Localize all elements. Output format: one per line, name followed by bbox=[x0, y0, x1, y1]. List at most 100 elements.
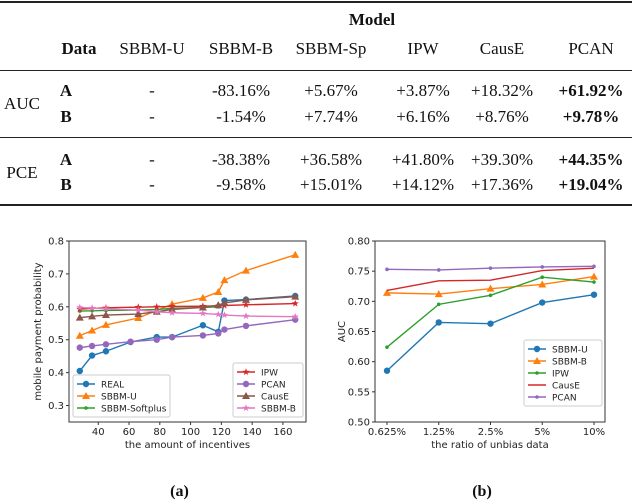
table-cell: -9.58% bbox=[216, 175, 266, 194]
data-point bbox=[168, 308, 176, 316]
table-cell: +39.30% bbox=[471, 150, 533, 169]
data-point bbox=[385, 345, 389, 349]
data-point bbox=[292, 316, 299, 323]
data-point bbox=[168, 333, 176, 341]
legend-marker bbox=[535, 371, 539, 375]
data-point bbox=[134, 306, 142, 314]
table-cell: +3.87% bbox=[396, 81, 450, 100]
data-point bbox=[592, 264, 596, 269]
data-point bbox=[383, 288, 391, 296]
data-point bbox=[168, 300, 177, 308]
chart-b: 0.625% 1.25% 2.5% 5% 10% 0.50 0.55 0.60 0.65 0.70… bbox=[337, 237, 606, 500]
data-point bbox=[291, 299, 299, 307]
data-point bbox=[292, 292, 299, 300]
data-point bbox=[538, 280, 547, 288]
table-cell: +18.32% bbox=[471, 81, 533, 100]
data-point bbox=[76, 367, 83, 375]
series-line bbox=[79, 306, 296, 318]
series-sbbm-b bbox=[383, 272, 598, 298]
series-pcan bbox=[385, 264, 596, 272]
data-point bbox=[214, 310, 222, 318]
table-cell: +36.58% bbox=[300, 150, 362, 169]
legend-label: SBBM-U bbox=[101, 393, 137, 403]
data-point bbox=[540, 265, 545, 269]
data-point bbox=[170, 306, 174, 311]
data-point bbox=[201, 305, 205, 310]
series-sbbm-u bbox=[383, 291, 598, 374]
table-section-rule bbox=[0, 137, 632, 138]
data-point bbox=[136, 308, 141, 312]
table-bottom-rule bbox=[0, 204, 632, 206]
y-tick-label: 0.7 bbox=[48, 269, 64, 280]
data-point bbox=[220, 311, 228, 319]
plot-frame bbox=[374, 240, 606, 423]
data-point bbox=[199, 332, 207, 339]
data-point bbox=[102, 348, 110, 355]
data-point bbox=[434, 290, 443, 298]
data-point bbox=[127, 338, 134, 345]
column-header-pcan: PCAN bbox=[568, 39, 614, 58]
row-group-pce: PCE bbox=[6, 162, 38, 182]
data-point bbox=[102, 341, 110, 348]
data-point bbox=[242, 322, 250, 330]
table-cell: -38.38% bbox=[211, 150, 271, 169]
x-tick-label: 100 bbox=[181, 427, 200, 438]
row-label-data: A bbox=[59, 81, 73, 100]
y-tick-label: 0.8 bbox=[48, 237, 64, 248]
column-header-sbbm-sp: SBBM-Sp bbox=[295, 39, 367, 58]
data-point bbox=[153, 333, 160, 341]
series-pcan bbox=[76, 316, 299, 351]
table-cell: +6.16% bbox=[396, 107, 450, 126]
data-point bbox=[88, 312, 97, 320]
data-point bbox=[291, 312, 299, 320]
data-point bbox=[168, 333, 176, 341]
legend-label: SBBM-B bbox=[261, 405, 296, 415]
table-cell: +61.92% bbox=[558, 81, 624, 100]
data-point bbox=[540, 275, 545, 280]
data-point bbox=[436, 268, 441, 272]
data-point bbox=[101, 311, 110, 319]
legend-label: CausE bbox=[552, 382, 580, 392]
x-tick-label: 120 bbox=[212, 427, 231, 438]
series-line bbox=[79, 295, 296, 372]
data-point bbox=[75, 313, 84, 321]
series-line bbox=[79, 295, 296, 319]
series-sbbm-b bbox=[76, 303, 299, 320]
model-group-header: Model bbox=[348, 10, 396, 29]
table-cell: - bbox=[149, 175, 155, 194]
data-point bbox=[590, 272, 598, 280]
series-line bbox=[386, 275, 595, 295]
legend-label: SBBM-Softplus bbox=[101, 405, 167, 415]
legend-label: CausE bbox=[261, 393, 289, 403]
data-point bbox=[154, 307, 159, 312]
data-point bbox=[88, 352, 96, 359]
y-tick-label: 0.60 bbox=[348, 357, 370, 368]
y-tick-label: 0.4 bbox=[48, 368, 64, 379]
data-point bbox=[104, 308, 108, 313]
data-point bbox=[199, 302, 207, 310]
data-point bbox=[88, 304, 96, 312]
legend-marker bbox=[533, 345, 541, 353]
y-tick-label: 0.75 bbox=[348, 267, 370, 278]
x-tick-label: 60 bbox=[123, 427, 136, 438]
data-point bbox=[153, 308, 161, 315]
data-point bbox=[168, 302, 176, 310]
data-point bbox=[291, 250, 300, 258]
y-axis-label: mobile payment probability bbox=[33, 262, 44, 400]
table-cell: +44.35% bbox=[558, 150, 624, 169]
x-tick-label: 10% bbox=[583, 427, 605, 438]
data-point bbox=[102, 305, 110, 312]
data-point bbox=[241, 266, 250, 274]
data-point bbox=[76, 305, 84, 313]
series-line bbox=[386, 294, 595, 372]
legend-box bbox=[72, 374, 171, 418]
column-header-sbbm-u: SBBM-U bbox=[119, 39, 185, 58]
table-cell: -1.54% bbox=[216, 107, 266, 126]
column-header-cause: CausE bbox=[479, 39, 525, 58]
y-tick-label: 0.80 bbox=[348, 237, 370, 248]
series-line bbox=[79, 318, 296, 349]
x-tick-label: 80 bbox=[153, 427, 166, 438]
data-point bbox=[488, 266, 493, 270]
x-tick-label: 5% bbox=[534, 427, 550, 438]
